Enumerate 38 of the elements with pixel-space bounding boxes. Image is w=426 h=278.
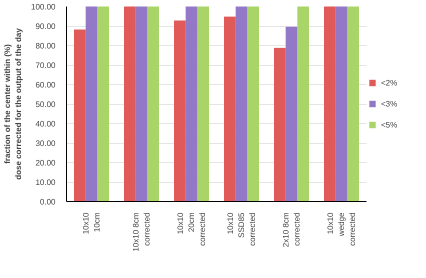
legend-label: <2% xyxy=(381,78,398,87)
x-tick-label: 10x10 8cm corrected xyxy=(132,212,152,252)
bar xyxy=(247,6,259,202)
bar xyxy=(336,6,348,202)
y-tick-label: 90.00 xyxy=(35,22,56,31)
y-tick-label: 50.00 xyxy=(35,100,56,109)
y-tick-label: 0.00 xyxy=(40,198,56,206)
y-tick-label: 30.00 xyxy=(35,139,56,148)
bar xyxy=(74,30,86,202)
legend-label: <5% xyxy=(381,120,398,129)
bar xyxy=(147,6,159,202)
y-tick-label: 10.00 xyxy=(35,178,56,187)
y-tick-label: 80.00 xyxy=(35,42,56,50)
bar xyxy=(224,16,236,202)
bar xyxy=(297,6,309,202)
bar xyxy=(124,6,136,202)
bar xyxy=(197,6,209,202)
bar xyxy=(324,6,336,202)
x-tick-label: 10x10 wedge corrected xyxy=(326,212,357,246)
y-tick-label: 20.00 xyxy=(35,158,56,168)
x-tick-label: 2x10 8cm corrected xyxy=(282,212,302,248)
y-tick-label: 40.00 xyxy=(35,120,56,128)
y-axis-title: fraction of the center within (%) dose corrected for the output of the day xyxy=(3,28,24,180)
bar xyxy=(136,6,148,202)
x-tick-label: 10x10 10cm xyxy=(82,212,102,234)
bar xyxy=(86,6,98,202)
bar xyxy=(174,20,186,202)
bar xyxy=(97,6,109,202)
x-tick-label: 10x10 20cm corrected xyxy=(176,212,207,246)
y-tick-label: 60.00 xyxy=(35,80,56,90)
bar xyxy=(347,6,359,202)
y-tick-label: 70.00 xyxy=(35,61,56,70)
bar xyxy=(236,6,248,202)
legend-label: <3% xyxy=(381,99,398,108)
bar xyxy=(286,26,298,202)
y-tick-label: 100.00 xyxy=(31,2,56,12)
bar xyxy=(186,6,198,202)
bar xyxy=(274,48,286,202)
